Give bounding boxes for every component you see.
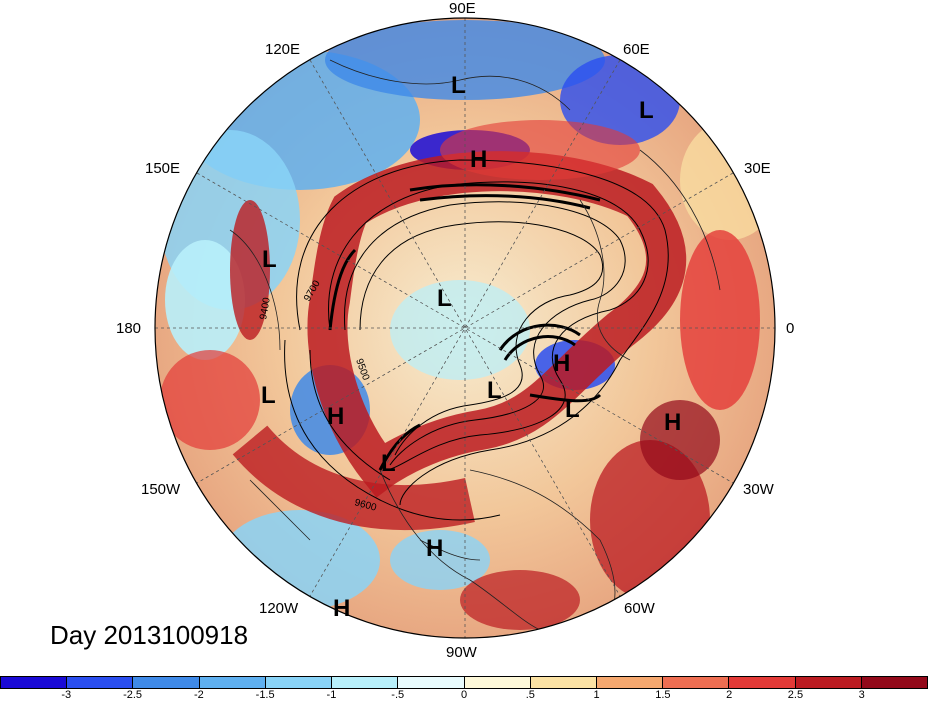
colorbar-segment — [133, 677, 200, 688]
colorbar-segment — [729, 677, 796, 688]
pressure-center-marker: L — [639, 97, 654, 124]
colorbar-segment — [265, 677, 333, 688]
pressure-center-marker: H — [426, 535, 444, 562]
lon-label-60e: 60E — [623, 41, 650, 58]
colorbar-segment — [332, 677, 399, 688]
colorbar-tick-label: 1 — [593, 689, 600, 701]
pressure-center-marker: L — [437, 285, 452, 312]
lon-label-30w: 30W — [743, 481, 774, 498]
colorbar-tick-label: -2.5 — [123, 689, 143, 701]
lon-label-150e: 150E — [145, 160, 181, 177]
pressure-center-marker: L — [381, 450, 396, 477]
colorbar-segment — [464, 677, 531, 688]
pressure-center-marker: H — [333, 595, 351, 622]
colorbar-tick-label: .5 — [525, 689, 535, 701]
lon-label-180: 180 — [116, 320, 142, 337]
jet-core — [328, 183, 602, 471]
pressure-center-marker: H — [553, 350, 571, 377]
pressure-center-marker: L — [487, 377, 502, 404]
lon-label-60w: 60W — [624, 600, 655, 617]
pressure-center-marker: H — [470, 146, 488, 173]
pressure-center-marker: L — [451, 72, 466, 99]
contour-label: 9400 — [258, 296, 273, 320]
lon-label-30e: 30E — [744, 160, 771, 177]
colorbar-segment — [67, 677, 134, 688]
pressure-center-marker: L — [262, 246, 277, 273]
anomaly-field — [155, 18, 775, 638]
colorbar-tick-label: 0 — [460, 689, 468, 701]
colorbar-segment — [596, 677, 664, 688]
colorbar-segment — [861, 677, 928, 688]
colorbar-segment — [398, 677, 465, 688]
colorbar-segment — [199, 677, 266, 688]
height-contours — [284, 159, 669, 521]
lon-label-90e: 90E — [449, 0, 476, 17]
map-boundary — [154, 17, 776, 639]
colorbar-tick-label: -1 — [326, 689, 337, 701]
lon-label-120w: 120W — [259, 600, 299, 617]
colorbar-tick-label: 2 — [726, 689, 733, 701]
colorbar-segment — [795, 677, 862, 688]
colorbar-tick-label: 2.5 — [787, 689, 804, 701]
lon-label-0: 0 — [786, 320, 795, 337]
lon-label-120e: 120E — [265, 41, 301, 58]
colorbar-tick-label: -3 — [61, 689, 72, 701]
pressure-center-marker: L — [565, 396, 580, 423]
colorbar-tick-label: -2 — [193, 689, 204, 701]
colorbar-segment — [663, 677, 730, 688]
date-title: Day 2013100918 — [50, 620, 249, 650]
coastlines — [229, 59, 721, 631]
pressure-center-marker: H — [327, 403, 345, 430]
graticule — [155, 18, 775, 638]
pressure-center-marker: L — [261, 382, 276, 409]
colorbar-tick-label: -1.5 — [255, 689, 275, 701]
colorbar-tick-label: 3 — [858, 689, 865, 701]
lon-label-150w: 150W — [141, 481, 181, 498]
lon-label-90w: 90W — [446, 644, 477, 661]
colorbar — [0, 676, 928, 689]
colorbar-tick-label: -.5 — [391, 689, 405, 701]
colorbar-segment — [530, 677, 597, 688]
pressure-center-marker: H — [664, 409, 682, 436]
colorbar-tick-label: 1.5 — [655, 689, 671, 701]
colorbar-segment — [1, 677, 68, 688]
